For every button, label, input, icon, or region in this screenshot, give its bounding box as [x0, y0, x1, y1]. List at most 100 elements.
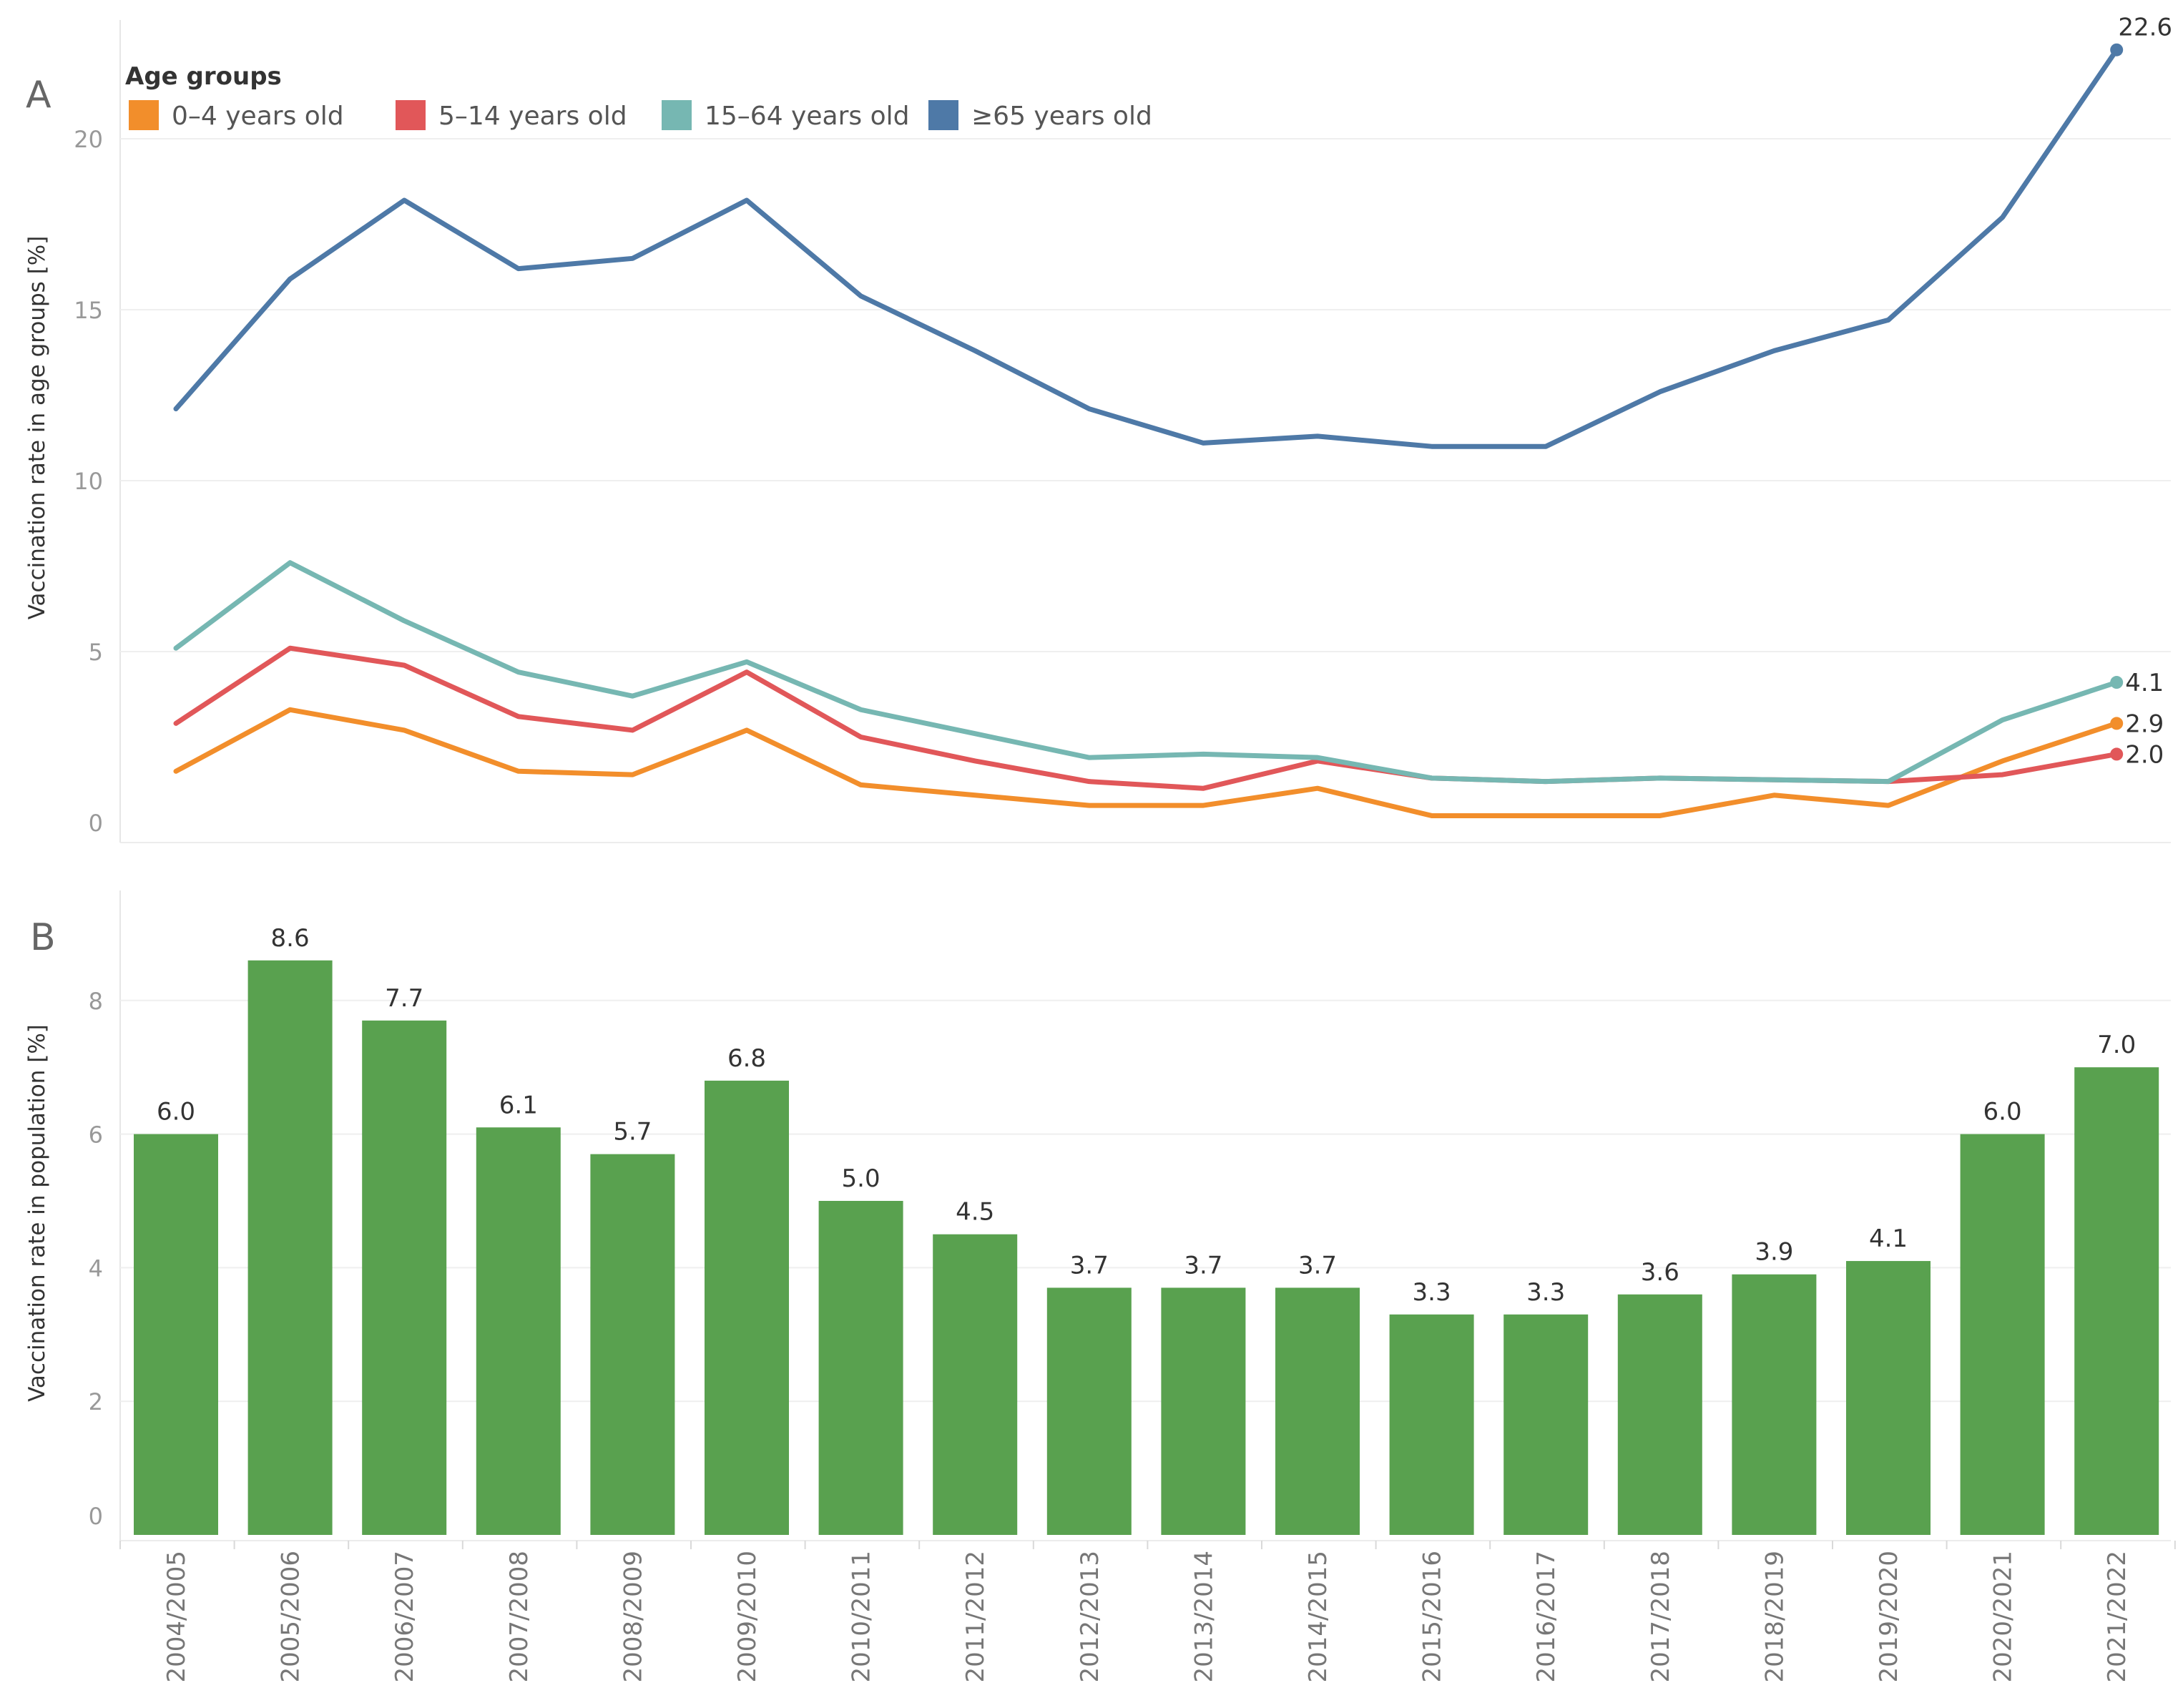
- bar-2019-2020: [1846, 1261, 1931, 1535]
- x-tick-label-2009-2010: 2009/2010: [733, 1551, 762, 1683]
- panel-a-grid: [119, 20, 2171, 843]
- bar-value-label-2008-2009: 5.7: [613, 1118, 652, 1147]
- legend-label-5-14-years-old: 5–14 years old: [438, 102, 627, 131]
- bar-2010-2011: [818, 1201, 903, 1535]
- bar-2020-2021: [1960, 1134, 2045, 1535]
- legend-swatch-5-14-years-old: [396, 100, 426, 130]
- bar-value-label-2015-2016: 3.3: [1413, 1278, 1451, 1307]
- x-tick-label-2004-2005: 2004/2005: [162, 1551, 191, 1683]
- legend: Age groups 0–4 years old 5–14 years old 15…: [125, 62, 1152, 131]
- x-tick-label-2014-2015: 2014/2015: [1304, 1551, 1333, 1683]
- bar-value-label-2019-2020: 4.1: [1869, 1224, 1908, 1253]
- bar-2015-2016: [1389, 1314, 1474, 1535]
- x-tick-label-2019-2020: 2019/2020: [1875, 1551, 1903, 1683]
- legend-swatch-65-years-old: [928, 100, 958, 130]
- bar-value-label-2006-2007: 7.7: [385, 984, 423, 1013]
- x-tick-label-2013-2014: 2013/2014: [1189, 1551, 1218, 1683]
- panel-b-y-tick-6: 6: [89, 1122, 103, 1149]
- bar-2011-2012: [933, 1234, 1018, 1535]
- bar-2005-2006: [247, 960, 333, 1535]
- x-tick-label-2018-2019: 2018/2019: [1760, 1551, 1789, 1683]
- bar-2021-2022: [2074, 1067, 2159, 1535]
- series-end-point-5-14-years-old: [2110, 747, 2124, 761]
- series-end-label-5-14-years-old: 2.0: [2125, 740, 2164, 769]
- legend-swatch-15-64-years-old: [662, 100, 692, 130]
- bar-2006-2007: [362, 1020, 447, 1535]
- x-tick-label-2021-2022: 2021/2022: [2103, 1551, 2132, 1683]
- bar-value-label-2012-2013: 3.7: [1070, 1251, 1109, 1280]
- panel-a-series: 2.92.0 4.1 22.6: [173, 14, 2172, 818]
- bar-value-label-2016-2017: 3.3: [1526, 1278, 1565, 1307]
- panel-a-y-axis-label: Vaccination rate in age groups [%]: [24, 236, 50, 620]
- bar-2004-2005: [134, 1134, 218, 1535]
- x-tick-label-2015-2016: 2015/2016: [1418, 1551, 1447, 1683]
- x-tick-label-2017-2018: 2017/2018: [1647, 1551, 1675, 1683]
- bar-value-label-2007-2008: 6.1: [499, 1091, 538, 1119]
- series-line-5-14-years-old: [173, 645, 2119, 791]
- panel-b-label: B: [30, 916, 56, 959]
- legend-title: Age groups: [125, 62, 282, 91]
- x-tick-label-2007-2008: 2007/2008: [505, 1551, 534, 1683]
- panel-a-label: A: [26, 74, 51, 117]
- legend-label-0-4-years-old: 0–4 years old: [172, 102, 344, 131]
- bar-value-label-2010-2011: 5.0: [842, 1164, 880, 1193]
- panel-b-y-tick-0: 0: [89, 1503, 103, 1530]
- bar-2014-2015: [1275, 1287, 1360, 1535]
- series-line-65-years-old: [173, 47, 2119, 449]
- panel-a-y-tick-10: 10: [74, 468, 103, 495]
- bar-value-label-2004-2005: 6.0: [157, 1098, 195, 1127]
- series-end-label-15-64-years-old: 4.1: [2125, 669, 2164, 697]
- panel-b-bars: 6.0 8.6 7.7 6.1 5.7 6.8 5.0 4.5 3.7 3.7 3.7 3.3 3.3 3…: [134, 924, 2159, 1535]
- bar-value-label-2021-2022: 7.0: [2097, 1031, 2136, 1059]
- x-tick-label-2011-2012: 2011/2012: [961, 1551, 990, 1683]
- bar-2008-2009: [590, 1154, 675, 1535]
- bar-2012-2013: [1046, 1287, 1132, 1535]
- panel-a-y-ticks: 0 5 10 15 20: [74, 126, 103, 837]
- x-tick-label-2010-2011: 2010/2011: [848, 1551, 876, 1683]
- legend-swatch-0-4-years-old: [129, 100, 159, 130]
- series-end-label-0-4-years-old: 2.9: [2125, 710, 2164, 738]
- panel-a-y-tick-0: 0: [89, 810, 103, 837]
- panel-b-y-axis-label: Vaccination rate in population [%]: [24, 1024, 50, 1402]
- panel-a-y-tick-15: 15: [74, 297, 103, 324]
- bar-2017-2018: [1617, 1294, 1702, 1535]
- series-end-point-65-years-old: [2110, 43, 2124, 57]
- bar-2009-2010: [705, 1080, 789, 1535]
- bar-2007-2008: [476, 1127, 561, 1535]
- series-line-0-4-years-old: [173, 707, 2119, 818]
- bar-value-label-2018-2019: 3.9: [1755, 1238, 1793, 1267]
- x-tick-label-2005-2006: 2005/2006: [277, 1551, 305, 1683]
- series-end-label-65-years-old: 22.6: [2118, 14, 2172, 42]
- bar-value-label-2013-2014: 3.7: [1184, 1251, 1222, 1280]
- x-tick-label-2016-2017: 2016/2017: [1532, 1551, 1561, 1683]
- legend-label-15-64-years-old: 15–64 years old: [705, 102, 909, 131]
- x-tick-label-2020-2021: 2020/2021: [1989, 1551, 2018, 1683]
- x-tick-label-2012-2013: 2012/2013: [1076, 1551, 1104, 1683]
- legend-label-65-years-old: ≥65 years old: [971, 102, 1152, 131]
- bar-2016-2017: [1503, 1314, 1589, 1535]
- x-tick-label-2008-2009: 2008/2009: [619, 1551, 647, 1683]
- panel-b-y-tick-2: 2: [89, 1388, 103, 1415]
- bar-value-label-2011-2012: 4.5: [956, 1198, 994, 1227]
- panel-b-y-ticks: 0 2 4 6 8: [89, 988, 103, 1530]
- panel-a-y-tick-5: 5: [89, 639, 103, 666]
- panel-a-y-tick-20: 20: [74, 126, 103, 153]
- bar-value-label-2017-2018: 3.6: [1641, 1258, 1679, 1287]
- panel-b-y-tick-8: 8: [89, 988, 103, 1015]
- panel-a-line-chart: A Vaccination rate in age groups [%] 0 5 1…: [24, 14, 2172, 843]
- panel-b-grid: [119, 890, 2171, 1541]
- bar-value-label-2005-2006: 8.6: [271, 924, 310, 953]
- bar-value-label-2009-2010: 6.8: [727, 1044, 766, 1073]
- series-end-point-15-64-years-old: [2110, 676, 2124, 689]
- bar-value-label-2020-2021: 6.0: [1983, 1098, 2022, 1127]
- series-line-15-64-years-old: [173, 560, 2119, 785]
- bar-value-label-2014-2015: 3.7: [1298, 1251, 1337, 1280]
- series-end-point-0-4-years-old: [2110, 717, 2124, 730]
- bar-2013-2014: [1161, 1287, 1246, 1535]
- panel-b-bar-chart: B Vaccination rate in population [%] 0 2 4…: [24, 890, 2176, 1683]
- x-axis-ticks: 2004/2005 2005/2006 2006/2007 2007/2008 2008…: [119, 1541, 2176, 1683]
- panel-b-y-tick-4: 4: [89, 1255, 103, 1282]
- x-tick-label-2006-2007: 2006/2007: [391, 1551, 419, 1683]
